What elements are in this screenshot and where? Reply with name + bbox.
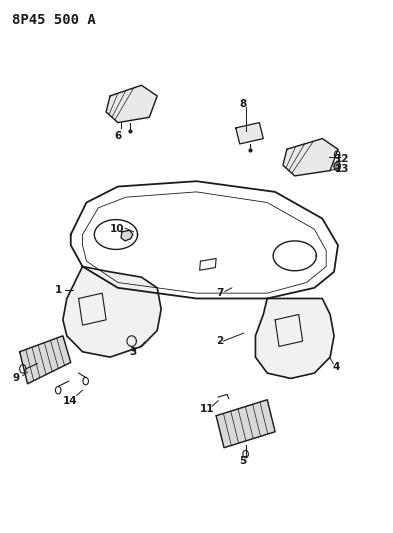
Text: 7: 7 xyxy=(217,288,224,298)
Polygon shape xyxy=(216,400,275,448)
Text: 9: 9 xyxy=(12,374,19,383)
Text: 13: 13 xyxy=(335,165,349,174)
Text: 12: 12 xyxy=(335,154,349,164)
Text: 10: 10 xyxy=(110,224,124,234)
Text: 8P45 500 A: 8P45 500 A xyxy=(12,13,95,27)
Text: 4: 4 xyxy=(332,362,340,372)
Text: 3: 3 xyxy=(129,347,136,357)
Polygon shape xyxy=(283,139,338,176)
Text: 2: 2 xyxy=(216,336,223,346)
Text: 14: 14 xyxy=(62,396,77,406)
Text: 5: 5 xyxy=(239,456,246,466)
Text: 8: 8 xyxy=(239,99,246,109)
Polygon shape xyxy=(121,230,133,241)
Polygon shape xyxy=(255,298,334,378)
Polygon shape xyxy=(63,266,161,357)
Polygon shape xyxy=(106,85,157,123)
Circle shape xyxy=(334,162,340,171)
Text: 11: 11 xyxy=(200,405,214,414)
Polygon shape xyxy=(20,336,71,384)
Text: 1: 1 xyxy=(55,286,62,295)
Polygon shape xyxy=(236,123,263,144)
Text: 6: 6 xyxy=(114,131,121,141)
